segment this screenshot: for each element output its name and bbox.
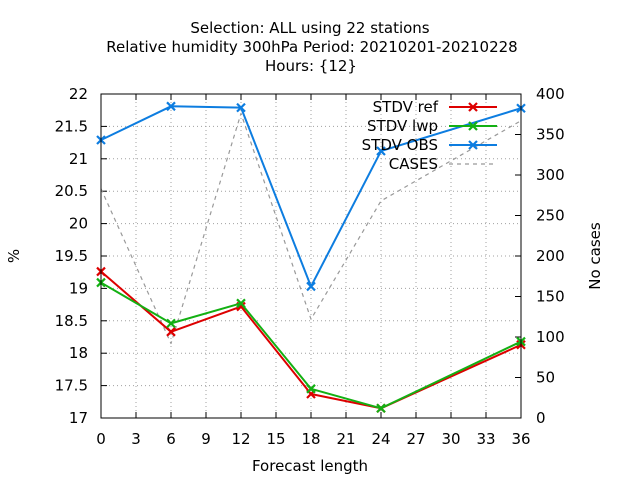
- y-tick-label: 19.5: [55, 247, 88, 265]
- series-line: [100, 281, 522, 410]
- x-tick-label: 6: [166, 430, 176, 448]
- legend-item: STDV ref: [373, 98, 497, 116]
- grid: [101, 94, 521, 418]
- y2-tick-label: 150: [536, 288, 565, 306]
- y-tick-label: 20: [69, 215, 88, 233]
- data-point: [166, 101, 176, 112]
- legend-item: CASES: [389, 155, 497, 173]
- legend-label: STDV OBS: [362, 136, 438, 154]
- series-cases: [100, 112, 522, 345]
- x-tick-label: 3: [131, 430, 141, 448]
- x-tick-label: 12: [231, 430, 250, 448]
- y-tick-label: 22: [69, 85, 88, 103]
- title-line-3: Hours: {12}: [265, 57, 357, 75]
- title-line-2: Relative humidity 300hPa Period: 2021020…: [106, 38, 517, 56]
- y-tick-label: 17.5: [55, 377, 88, 395]
- series-stdv-obs: [96, 101, 526, 292]
- x-tick-label: 30: [441, 430, 460, 448]
- data-point: [376, 146, 386, 156]
- y2-tick-label: 50: [536, 369, 555, 387]
- axis-ticks: 0 3 6 9 12 15 18 21 24 27 30 33 361717.51818.51919.5…: [55, 85, 565, 448]
- x-tick-label: 24: [371, 430, 390, 448]
- y2-tick-label: 100: [536, 328, 565, 346]
- legend-marker: [468, 140, 478, 150]
- y-tick-label: 21.5: [55, 117, 88, 135]
- y-tick-label: 17: [69, 409, 88, 427]
- x-tick-label: 9: [201, 430, 211, 448]
- legend-label: CASES: [389, 155, 438, 173]
- y-axis-label: %: [5, 249, 23, 263]
- x-tick-label: 36: [511, 430, 530, 448]
- y-tick-label: 19: [69, 279, 88, 297]
- x-tick-label: 18: [301, 430, 320, 448]
- y2-axis-label: No cases: [586, 222, 604, 290]
- data-point: [306, 281, 316, 292]
- legend-label: STDV ref: [373, 98, 439, 116]
- data-point: [306, 384, 316, 394]
- series: [96, 101, 526, 414]
- data-point: [166, 327, 176, 337]
- series-line: [100, 105, 522, 288]
- legend-label: STDV lwp: [367, 117, 438, 135]
- x-tick-label: 21: [336, 430, 355, 448]
- series-line: [100, 112, 522, 345]
- data-point: [236, 102, 246, 113]
- x-tick-label: 15: [266, 430, 285, 448]
- y-tick-label: 18: [69, 344, 88, 362]
- title-line-1: Selection: ALL using 22 stations: [190, 19, 429, 37]
- data-point: [236, 298, 246, 309]
- y-tick-label: 20.5: [55, 182, 88, 200]
- legend-marker: [468, 121, 478, 131]
- y2-tick-label: 0: [536, 409, 546, 427]
- y2-tick-label: 300: [536, 166, 565, 184]
- data-point: [166, 318, 176, 329]
- data-point: [376, 403, 386, 414]
- legend-item: STDV lwp: [367, 117, 497, 135]
- chart-title: Selection: ALL using 22 stations Relativ…: [106, 19, 517, 75]
- x-tick-label: 0: [96, 430, 106, 448]
- legend-item: STDV OBS: [362, 136, 497, 154]
- y2-tick-label: 400: [536, 85, 565, 103]
- y2-tick-label: 350: [536, 126, 565, 144]
- y-tick-label: 21: [69, 150, 88, 168]
- y2-tick-label: 200: [536, 247, 565, 265]
- y2-tick-label: 250: [536, 207, 565, 225]
- x-tick-label: 27: [406, 430, 425, 448]
- plot-frame: [100, 93, 522, 419]
- x-axis-label: Forecast length: [252, 457, 368, 475]
- y-tick-label: 18.5: [55, 312, 88, 330]
- x-tick-label: 33: [476, 430, 495, 448]
- legend-marker: [468, 102, 478, 112]
